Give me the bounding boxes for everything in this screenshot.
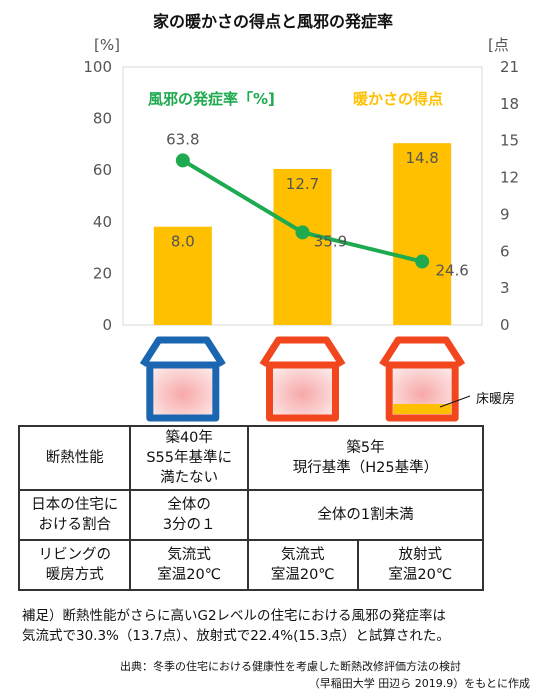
bar-data-label: 14.8 <box>405 149 438 167</box>
bar <box>393 143 452 325</box>
table-cell: 放射式 室温20℃ <box>356 539 484 591</box>
supplementary-note: 補足）断熱性能がさらに高いG2レベルの住宅における風邪の発症率は 気流式で30.… <box>22 608 450 644</box>
house-body <box>266 361 339 422</box>
floor-heating-label: 床暖房 <box>476 392 516 407</box>
line-data-label: 35.9 <box>314 232 347 250</box>
right-tick-label: 0 <box>500 316 510 334</box>
line-data-label: 63.8 <box>166 130 199 148</box>
row-header: 断熱性能 <box>17 425 132 491</box>
source-line-2: （早稲田大学 田辺ら 2019.9）をもとに作成 <box>308 677 530 690</box>
bar-data-label: 12.7 <box>286 175 319 193</box>
house-illustrations <box>139 336 466 422</box>
left-tick-label: 100 <box>83 58 112 76</box>
house-roof <box>379 336 466 367</box>
line-point <box>295 225 310 240</box>
house-roof <box>259 336 346 367</box>
right-tick-label: 21 <box>500 58 519 76</box>
left-tick-label: 40 <box>93 213 112 231</box>
bar-data-label: 8.0 <box>171 233 195 251</box>
right-tick-label: 18 <box>500 95 519 113</box>
table-cell: 築5年 現行基準（H25基準） <box>246 425 485 491</box>
bar-series <box>153 143 452 325</box>
floor-heating-pointer <box>439 395 471 408</box>
left-axis: 0 20 40 60 80 100 <box>83 58 112 334</box>
left-tick-label: 80 <box>93 110 112 128</box>
table-row: 断熱性能 築40年 S55年基準に 満たない 築5年 現行基準（H25基準） <box>17 425 485 491</box>
left-tick-label: 20 <box>93 264 112 282</box>
source-line-1: 出典：冬季の住宅における健康性を考慮した断熱改修評価方法の検討 <box>120 660 461 673</box>
right-tick-label: 15 <box>500 132 519 150</box>
left-axis-unit: [%] <box>94 36 120 54</box>
chart-title: 家の暖かさの得点と風邪の発症率 <box>152 12 393 31</box>
table-cell: 全体の1割未満 <box>246 489 485 541</box>
left-tick-label: 0 <box>102 316 112 334</box>
right-tick-label: 9 <box>500 205 510 223</box>
right-tick-label: 12 <box>500 169 519 187</box>
data-labels: 8.0 12.7 14.8 63.8 35.9 24.6 <box>166 130 469 279</box>
combo-chart: [%] [点 0 20 40 60 80 100 0 3 6 9 12 15 18 21 8.0 12.7… <box>83 36 519 422</box>
bar <box>153 226 212 325</box>
line-point <box>415 254 430 269</box>
table-cell: 気流式 室温20℃ <box>129 539 249 591</box>
left-tick-label: 60 <box>93 161 112 179</box>
legend-line-series: 風邪の発症率「%] <box>148 90 275 108</box>
right-tick-label: 3 <box>500 279 510 297</box>
line-point <box>175 153 190 168</box>
house-roof <box>139 336 226 367</box>
table-row: リビングの 暖房方式 気流式 室温20℃ 気流式 室温20℃ 放射式 室温20℃ <box>17 539 484 591</box>
row-header: 日本の住宅に おける割合 <box>17 489 132 541</box>
table-cell: 気流式 室温20℃ <box>246 539 359 591</box>
right-axis-unit: [点 <box>488 36 509 54</box>
house-body <box>146 361 220 422</box>
line-series <box>175 153 430 269</box>
row-header: リビングの 暖房方式 <box>17 539 132 591</box>
legend-bar-series: 暖かさの得点 <box>353 90 443 108</box>
table-cell: 築40年 S55年基準に 満たない <box>129 425 249 491</box>
bar <box>273 168 332 325</box>
table-row: 日本の住宅に おける割合 全体の 3分の１ 全体の1割未満 <box>17 489 485 541</box>
floor-heating-strip <box>393 404 452 414</box>
line-data-label: 24.6 <box>435 262 468 280</box>
right-axis: 0 3 6 9 12 15 18 21 <box>500 58 519 334</box>
right-tick-label: 6 <box>500 242 510 260</box>
table-cell: 全体の 3分の１ <box>129 489 249 541</box>
info-table: 断熱性能 築40年 S55年基準に 満たない 築5年 現行基準（H25基準） 日… <box>17 425 485 591</box>
